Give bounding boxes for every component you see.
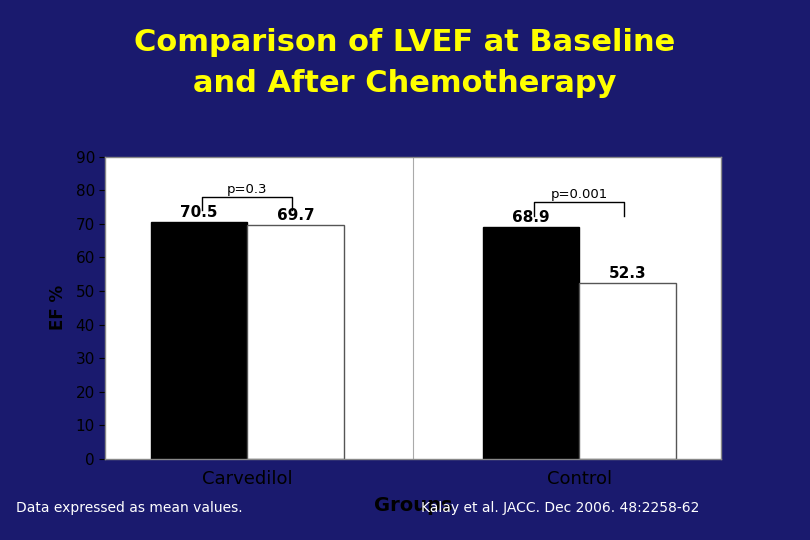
Text: p=0.3: p=0.3 [227, 183, 267, 196]
Bar [247, 225, 343, 459]
Text: Kalay et al. JACC. Dec 2006. 48:2258-62: Kalay et al. JACC. Dec 2006. 48:2258-62 [421, 501, 700, 515]
Bar [579, 284, 676, 459]
Text: 69.7: 69.7 [276, 208, 314, 223]
Bar [151, 222, 247, 459]
Text: 68.9: 68.9 [512, 211, 550, 226]
Text: Data expressed as mean values.: Data expressed as mean values. [16, 501, 243, 515]
Y-axis label: EF %: EF % [49, 285, 67, 330]
Text: 52.3: 52.3 [608, 266, 646, 281]
Bar [483, 227, 579, 459]
Text: 70.5: 70.5 [180, 205, 218, 220]
X-axis label: Groups: Groups [374, 496, 452, 516]
Text: Comparison of LVEF at Baseline
and After Chemotherapy: Comparison of LVEF at Baseline and After… [134, 29, 676, 98]
Text: p=0.001: p=0.001 [551, 188, 608, 201]
